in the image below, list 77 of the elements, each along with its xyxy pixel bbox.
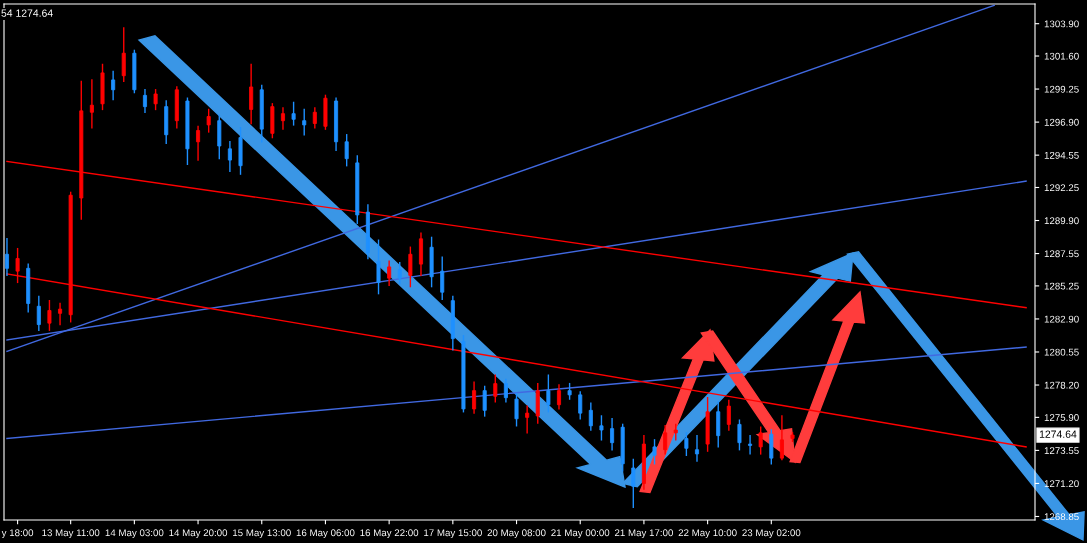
candlestick	[663, 425, 668, 455]
candlestick	[556, 384, 561, 410]
x-tick-label: 21 May 17:00	[614, 529, 673, 539]
y-tick-label: 1294.55	[1044, 151, 1079, 159]
candlestick	[344, 134, 349, 167]
candlestick	[291, 101, 296, 126]
x-tick-label: 23 May 02:00	[742, 529, 801, 539]
candlestick	[779, 415, 784, 461]
candlestick	[312, 107, 317, 129]
y-tick-label: 1271.20	[1044, 480, 1079, 488]
x-tick-label: 14 May 20:00	[169, 529, 228, 539]
x-tick-label: 15 May 13:00	[233, 529, 291, 539]
annotation: 54 1274.64	[1, 9, 53, 17]
candlestick	[748, 434, 753, 455]
candlestick	[758, 426, 763, 455]
candlestick	[408, 246, 413, 288]
candlestick	[153, 89, 158, 111]
candlestick	[684, 432, 689, 457]
y-tick-label: 1275.90	[1044, 414, 1079, 421]
x-tick-label: 17 May 15:00	[424, 529, 482, 539]
y-tick-label: 1285.25	[1044, 282, 1079, 290]
x-tick-label: 13 May 11:00	[42, 529, 100, 539]
candlestick	[503, 378, 508, 403]
y-tick-label: 1296.90	[1044, 118, 1079, 126]
candlestick	[121, 27, 126, 83]
y-tick-label: 1299.25	[1044, 85, 1079, 93]
annotation: 1274.64	[1039, 430, 1077, 438]
candlestick	[525, 405, 530, 434]
candlestick	[387, 260, 392, 286]
candlestick	[280, 107, 285, 130]
y-tick-label: 1301.60	[1044, 52, 1079, 60]
candlestick	[440, 256, 445, 300]
x-tick-label: 14 May 03:00	[105, 529, 164, 539]
candlestick	[737, 419, 742, 451]
y-tick-label: 1289.90	[1044, 217, 1079, 225]
candlestick	[249, 63, 254, 125]
candlestick	[89, 79, 94, 129]
candlestick	[482, 385, 487, 417]
candlestick	[652, 439, 657, 465]
y-tick-label: 1287.55	[1044, 250, 1079, 258]
x-tick-label: 21 May 00:00	[551, 529, 610, 539]
x-tick-label: 16 May 06:00	[296, 529, 355, 539]
x-tick-label: 16 May 22:00	[360, 529, 419, 539]
candlestick	[631, 458, 636, 509]
candlestick	[726, 399, 731, 431]
x-tick-label: y 18:00	[1, 529, 34, 539]
candlestick	[142, 89, 147, 113]
candlestick	[47, 299, 52, 331]
candlestick	[716, 401, 721, 448]
y-tick-label: 1282.90	[1044, 315, 1079, 323]
y-tick-label: 1280.55	[1044, 348, 1079, 356]
candlestick	[610, 418, 615, 451]
x-tick-label: 22 May 10:00	[678, 529, 737, 539]
y-tick-label: 1278.20	[1044, 381, 1079, 389]
candlestick	[397, 262, 402, 285]
candlestick	[578, 391, 583, 420]
y-tick-label: 1292.25	[1044, 184, 1079, 192]
candlestick	[111, 70, 116, 101]
candlestick	[472, 381, 477, 414]
candlestick	[4, 238, 9, 277]
candlestick	[206, 108, 211, 133]
candlestick	[58, 302, 63, 326]
candlestick	[769, 429, 774, 465]
y-tick-label: 1303.90	[1044, 20, 1079, 28]
candlestick	[588, 402, 593, 431]
x-tick-label: 20 May 08:00	[487, 529, 546, 539]
y-tick-label: 1273.55	[1044, 447, 1079, 455]
candlestick	[694, 434, 700, 462]
candlestick	[546, 374, 551, 413]
candlestick	[514, 392, 519, 427]
candlestick	[36, 295, 41, 331]
candlestick	[599, 415, 604, 441]
candlestick	[302, 108, 307, 136]
candlestick	[227, 141, 232, 173]
candlestick	[376, 239, 381, 295]
candlestick	[493, 374, 498, 403]
candlestick	[196, 125, 201, 161]
